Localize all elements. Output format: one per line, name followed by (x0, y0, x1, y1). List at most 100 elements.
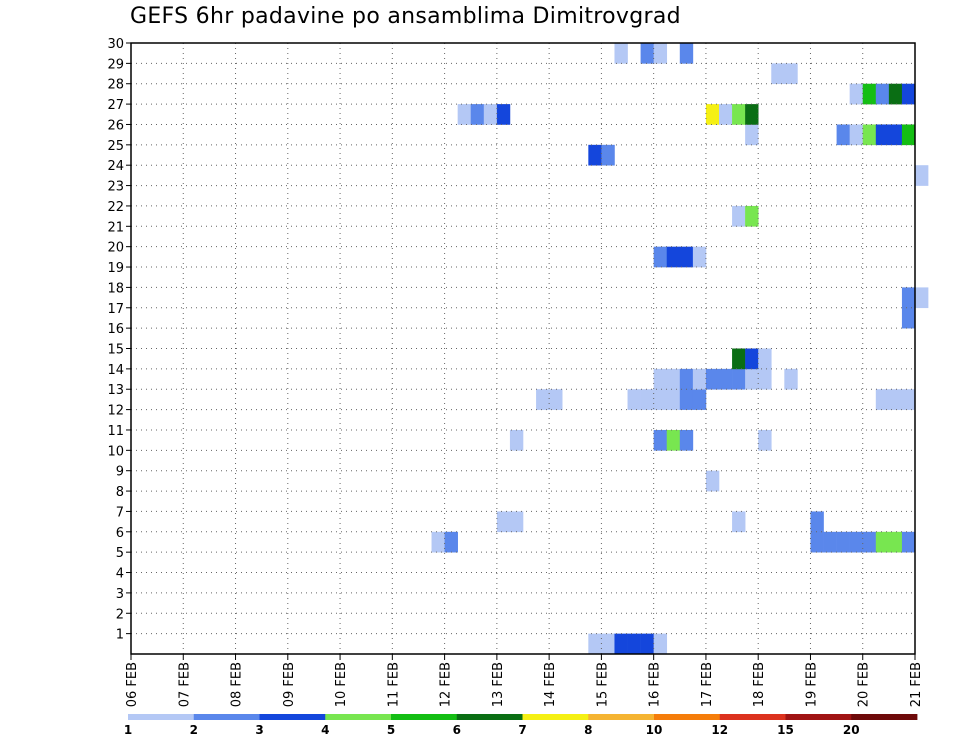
legend-swatch (391, 714, 458, 720)
heatmap-cell (862, 124, 877, 146)
heatmap-cell (496, 104, 511, 125)
y-tick-label: 30 (107, 37, 124, 52)
heatmap-cell (901, 124, 916, 146)
y-tick-label: 10 (107, 444, 124, 459)
heatmap-cell (836, 531, 850, 553)
heatmap-cell (810, 511, 824, 533)
x-tick-label: 13 FEB (491, 662, 506, 707)
heatmap-cell (666, 368, 681, 390)
heatmap-cell (536, 389, 550, 410)
legend-swatch (785, 714, 852, 720)
heatmap-cell (901, 389, 916, 410)
y-tick-label: 23 (107, 180, 124, 195)
x-tick-label: 15 FEB (595, 662, 610, 707)
heatmap-cell (732, 104, 746, 125)
legend-swatch (325, 714, 392, 720)
heatmap-cell (732, 205, 746, 227)
heatmap-cell (549, 389, 563, 410)
legend-swatch (128, 714, 195, 720)
heatmap-cell (483, 104, 498, 125)
x-tick-label: 19 FEB (804, 662, 819, 707)
heatmap-cell (705, 368, 720, 390)
heatmap-cell (509, 511, 524, 533)
y-tick-label: 18 (107, 281, 124, 296)
heatmap-cell (653, 246, 668, 268)
y-tick-label: 19 (107, 261, 124, 276)
x-tick-label: 11 FEB (386, 662, 401, 707)
heatmap-cell (627, 389, 641, 410)
heatmap-cell (588, 144, 602, 166)
legend-label: 10 (646, 723, 663, 737)
y-tick-label: 13 (107, 383, 124, 398)
heatmap-cell (496, 511, 511, 533)
y-tick-label: 4 (116, 567, 124, 582)
x-tick-label: 20 FEB (857, 662, 872, 707)
y-tick-label: 22 (107, 200, 124, 215)
heatmap-cell (745, 368, 759, 390)
y-tick-label: 5 (116, 546, 124, 561)
y-tick-label: 11 (107, 424, 124, 439)
heatmap-cell (588, 633, 602, 655)
heatmap-cell (601, 633, 615, 655)
heatmap-cell (849, 83, 864, 105)
heatmap-cell (640, 633, 654, 655)
grid-lines (131, 42, 915, 654)
y-tick-label: 24 (107, 159, 124, 174)
heatmap-cell (653, 429, 668, 451)
legend-label: 15 (777, 723, 794, 737)
heatmap-cell (640, 43, 654, 64)
heatmap-cell (875, 124, 890, 146)
heatmap-cell (431, 531, 445, 553)
y-tick-label: 3 (116, 587, 124, 602)
y-tick-label: 26 (107, 118, 124, 133)
heatmap-cell (901, 287, 916, 309)
x-tick-label: 06 FEB (125, 662, 140, 707)
heatmap-cell (745, 348, 759, 370)
heatmap-cell (601, 144, 615, 166)
y-tick-label: 9 (116, 465, 124, 480)
y-tick-label: 1 (116, 628, 124, 643)
y-tick-label: 17 (107, 302, 124, 317)
chart-title: GEFS 6hr padavine po ansamblima Dimitrov… (130, 4, 681, 29)
heatmap-cell (679, 429, 694, 451)
y-tick-label: 16 (107, 322, 124, 337)
heatmap-cell (666, 389, 681, 410)
heatmap-cell (679, 246, 694, 268)
y-tick-label: 27 (107, 98, 124, 113)
heatmap-cell (888, 83, 903, 105)
heatmap-cell (666, 246, 681, 268)
heatmap-cell (888, 531, 903, 553)
heatmap-cell (823, 531, 837, 553)
heatmap-cell (653, 389, 668, 410)
y-tick-label: 8 (116, 485, 124, 500)
heatmap-cell (719, 368, 733, 390)
legend-swatch (588, 714, 655, 720)
heatmap-cell (457, 104, 472, 125)
y-tick-label: 29 (107, 57, 124, 72)
y-tick-label: 21 (107, 220, 124, 235)
legend-swatch (522, 714, 589, 720)
heatmap-cell (653, 633, 668, 655)
x-tick-label: 21 FEB (909, 662, 924, 707)
heatmap-cell (901, 307, 916, 329)
heatmap-cell (614, 633, 628, 655)
heatmap-cell (784, 63, 798, 85)
legend-label: 20 (843, 723, 860, 737)
heatmap-cell (836, 124, 850, 146)
x-tick-label: 07 FEB (177, 662, 192, 707)
heatmap-cell (705, 470, 720, 492)
legend-label: 4 (321, 723, 329, 737)
legend-label: 6 (453, 723, 461, 737)
heatmap-cell (849, 124, 864, 146)
legend-swatch (193, 714, 260, 720)
heatmap-cell (875, 389, 890, 410)
heatmap-cell (653, 368, 668, 390)
heatmap-cell (758, 348, 772, 370)
legend-label: 7 (518, 723, 526, 737)
heatmap-cell (745, 205, 759, 227)
heatmap-cell (627, 633, 641, 655)
x-tick-label: 14 FEB (543, 662, 558, 707)
heatmap-cell (679, 389, 694, 410)
y-tick-label: 2 (116, 607, 124, 622)
heatmap-cell (810, 531, 824, 553)
